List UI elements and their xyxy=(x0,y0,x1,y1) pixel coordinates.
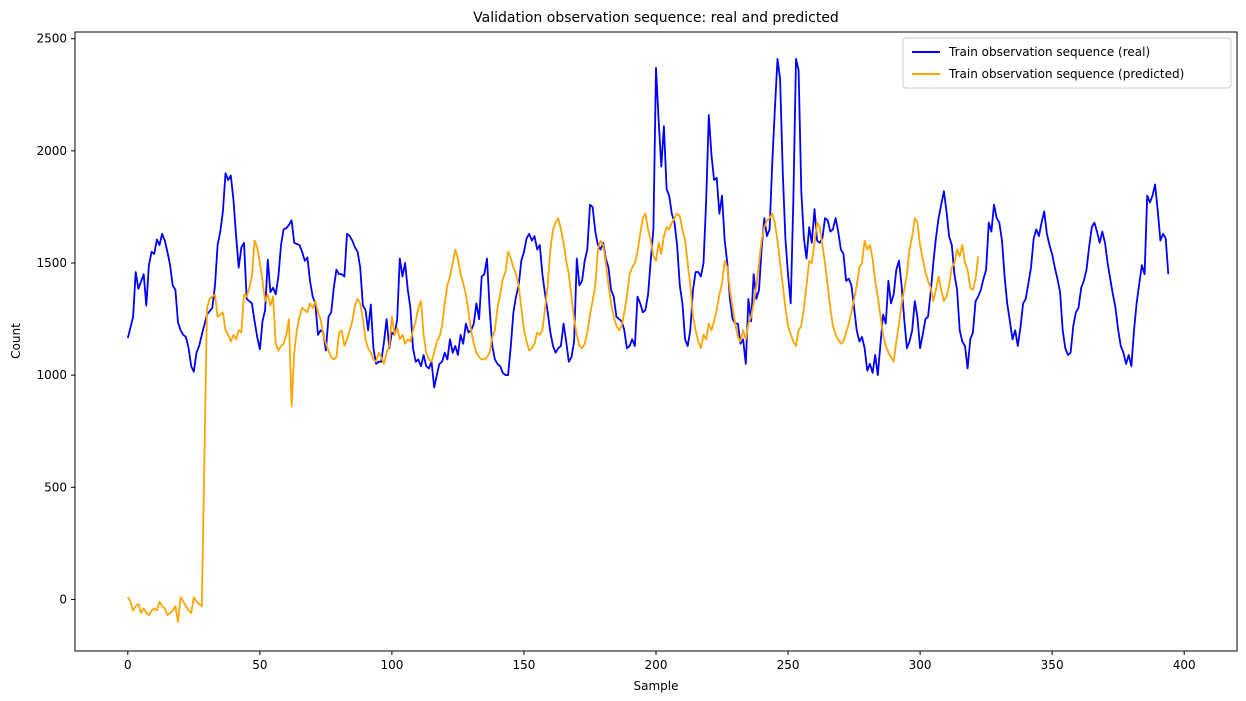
y-tick-label: 1000 xyxy=(36,368,67,382)
x-axis: 0 50 100 150 200 250 300 350 400 xyxy=(124,651,1196,672)
x-axis-label: Sample xyxy=(634,679,679,693)
plot-frame xyxy=(74,31,1238,652)
x-tick-label: 250 xyxy=(777,658,800,672)
y-tick-label: 1500 xyxy=(36,256,67,270)
x-tick-label: 0 xyxy=(124,658,132,672)
legend-label-real: Train observation sequence (real) xyxy=(948,45,1150,59)
series-line-real xyxy=(126,58,1170,389)
y-tick-label: 500 xyxy=(44,480,67,494)
x-tick-label: 150 xyxy=(513,658,536,672)
x-tick-label: 300 xyxy=(909,658,932,672)
series-line-predicted xyxy=(127,212,980,623)
x-tick-label: 50 xyxy=(252,658,267,672)
chart-title: Validation observation sequence: real an… xyxy=(473,10,839,26)
legend-box xyxy=(902,37,1232,89)
x-tick-label: 100 xyxy=(380,658,403,672)
x-tick-label: 200 xyxy=(645,658,668,672)
y-tick-label: 2500 xyxy=(36,32,67,46)
plot-area xyxy=(126,58,1170,623)
legend: Train observation sequence (real) Train … xyxy=(902,37,1232,89)
y-axis: 0 500 1000 1500 2000 2500 xyxy=(36,32,75,606)
y-tick-label: 2000 xyxy=(36,144,67,158)
x-tick-label: 400 xyxy=(1173,658,1196,672)
y-tick-label: 0 xyxy=(59,592,67,606)
legend-label-predicted: Train observation sequence (predicted) xyxy=(948,67,1184,81)
y-axis-label: Count xyxy=(9,323,23,359)
x-tick-label: 350 xyxy=(1041,658,1064,672)
